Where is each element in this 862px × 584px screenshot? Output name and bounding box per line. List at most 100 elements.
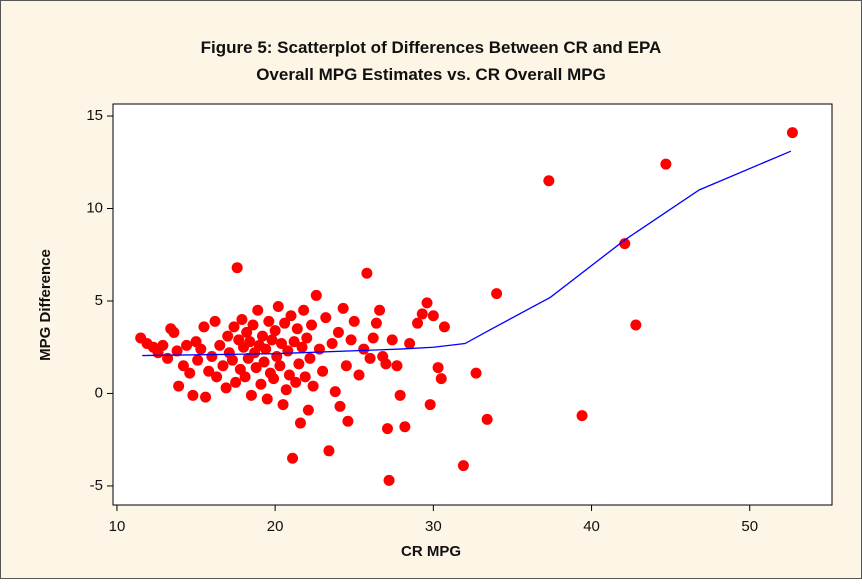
- point: [326, 338, 338, 350]
- y-tick-label: 10: [86, 199, 103, 216]
- point: [381, 423, 393, 435]
- point: [298, 304, 310, 316]
- point: [364, 352, 376, 364]
- point: [421, 297, 433, 309]
- point: [157, 339, 169, 351]
- point: [386, 334, 398, 346]
- x-tick-label: 50: [741, 518, 758, 535]
- point: [481, 413, 493, 425]
- point: [361, 267, 373, 279]
- point: [660, 158, 672, 170]
- point: [329, 386, 341, 398]
- point: [236, 313, 248, 325]
- x-tick-label: 30: [425, 518, 442, 535]
- point: [171, 345, 183, 357]
- chart-title: Figure 5: Scatterplot of Differences Bet…: [201, 38, 662, 57]
- plot-area: [112, 103, 833, 506]
- point: [283, 369, 295, 381]
- point: [367, 332, 379, 344]
- point: [416, 308, 428, 320]
- point: [412, 317, 424, 329]
- point: [263, 315, 275, 327]
- chart-title: Overall MPG Estimates vs. CR Overall MPG: [256, 65, 606, 84]
- point: [217, 360, 229, 372]
- point: [337, 302, 349, 314]
- point: [345, 334, 357, 346]
- point: [275, 338, 287, 350]
- y-tick-label: -5: [90, 477, 103, 494]
- point: [374, 304, 386, 316]
- point: [277, 399, 289, 411]
- point: [279, 317, 291, 329]
- point: [294, 417, 306, 429]
- point: [173, 380, 185, 392]
- point: [258, 356, 270, 368]
- point: [287, 452, 299, 464]
- point: [285, 310, 297, 322]
- point: [290, 376, 302, 388]
- point: [241, 326, 253, 338]
- point: [168, 326, 180, 338]
- point: [470, 367, 482, 379]
- point: [203, 365, 215, 377]
- y-tick-label: 15: [86, 107, 103, 124]
- point: [340, 360, 352, 372]
- y-axis-label: MPG Difference: [37, 249, 54, 361]
- point: [299, 371, 311, 383]
- x-tick-label: 40: [583, 518, 600, 535]
- point: [307, 380, 319, 392]
- point: [268, 373, 280, 385]
- point: [320, 312, 332, 324]
- point: [206, 350, 218, 362]
- point: [304, 352, 316, 364]
- point: [310, 289, 322, 301]
- point: [192, 354, 204, 366]
- point: [353, 369, 365, 381]
- point: [334, 400, 346, 412]
- point: [435, 373, 447, 385]
- point: [291, 323, 303, 335]
- point: [438, 321, 450, 333]
- point: [255, 378, 267, 390]
- x-axis-label: CR MPG: [401, 543, 461, 560]
- fit-line: [142, 150, 792, 357]
- point: [184, 367, 196, 379]
- x-tick-label: 20: [267, 518, 284, 535]
- point: [274, 360, 286, 372]
- point: [231, 262, 243, 274]
- point: [619, 238, 631, 250]
- point: [252, 304, 264, 316]
- point: [380, 358, 392, 370]
- point: [261, 393, 273, 405]
- x-tick-label: 10: [109, 518, 126, 535]
- point: [391, 360, 403, 372]
- point: [211, 371, 223, 383]
- point: [323, 445, 335, 457]
- point: [280, 384, 292, 396]
- point: [195, 343, 207, 355]
- point: [424, 399, 436, 411]
- point: [399, 421, 411, 433]
- point: [313, 343, 325, 355]
- y-tick-label: 5: [95, 292, 103, 309]
- point: [491, 288, 503, 300]
- point: [317, 365, 329, 377]
- point: [214, 339, 226, 351]
- point: [342, 415, 354, 427]
- point: [358, 343, 370, 355]
- point: [177, 360, 189, 372]
- point: [256, 330, 268, 342]
- point: [432, 362, 444, 374]
- point: [266, 334, 278, 346]
- point: [200, 391, 212, 403]
- point: [247, 319, 259, 331]
- point: [630, 319, 642, 331]
- point: [209, 315, 221, 327]
- point: [576, 410, 588, 422]
- point: [245, 389, 257, 401]
- point: [296, 341, 308, 353]
- point: [370, 317, 382, 329]
- point: [220, 382, 232, 394]
- point: [282, 345, 294, 357]
